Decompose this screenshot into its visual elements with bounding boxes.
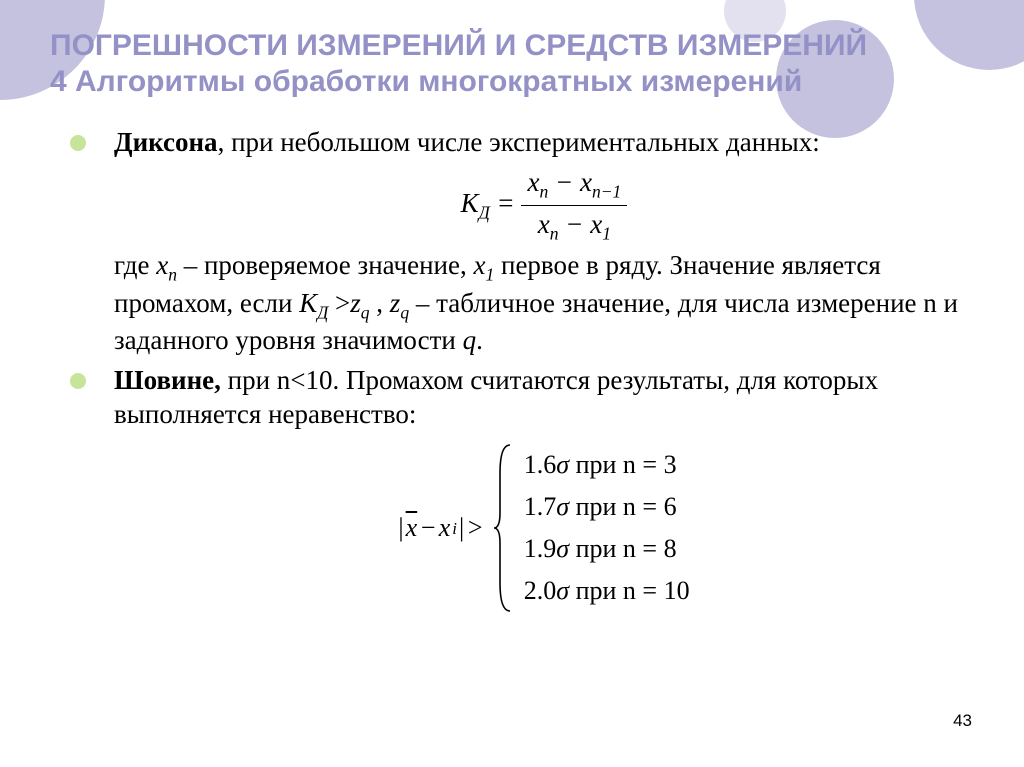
case-line: 1.6σ при n = 3: [524, 444, 690, 486]
dixon-label: Диксона: [114, 127, 218, 157]
slide: ПОГРЕШНОСТИ ИЗМЕРЕНИЙ И СРЕДСТВ ИЗМЕРЕНИ…: [0, 0, 1024, 767]
item-text: Диксона, при небольшом числе эксперимент…: [114, 126, 974, 358]
slide-title: ПОГРЕШНОСТИ ИЗМЕРЕНИЙ И СРЕДСТВ ИЗМЕРЕНИ…: [50, 28, 974, 100]
list-item: Диксона, при небольшом числе эксперимент…: [114, 126, 974, 358]
chauvenet-inequality: |x − xi| > 1.6σ при n = 3 1.7σ при n = 6…: [114, 443, 974, 613]
fraction: xn − xn−1 xn − x1: [521, 166, 627, 246]
chauvenet-label: Шовине,: [114, 365, 221, 395]
dixon-formula: КД = xn − xn−1 xn − x1: [114, 166, 974, 246]
item-text: Шовине, при n<10. Промахом считаются рез…: [114, 364, 974, 614]
brace-icon: [494, 443, 514, 613]
inequality-lhs: |x − xi| >: [398, 512, 483, 545]
denominator: xn − x1: [521, 206, 627, 245]
case-line: 1.7σ при n = 6: [524, 486, 690, 528]
slide-body: Диксона, при небольшом числе эксперимент…: [50, 126, 974, 613]
numerator: xn − xn−1: [521, 166, 627, 206]
case-line: 1.9σ при n = 8: [524, 528, 690, 570]
page-number: 43: [953, 711, 972, 731]
cases-list: 1.6σ при n = 3 1.7σ при n = 6 1.9σ при n…: [524, 444, 690, 612]
case-line: 2.0σ при n = 10: [524, 570, 690, 612]
chauvenet-tail: при n<10. Промахом считаются результаты,…: [114, 365, 878, 429]
title-line-1: ПОГРЕШНОСТИ ИЗМЕРЕНИЙ И СРЕДСТВ ИЗМЕРЕНИ…: [50, 29, 867, 62]
list-item: Шовине, при n<10. Промахом считаются рез…: [114, 364, 974, 614]
title-line-2: 4 Алгоритмы обработки многократных измер…: [50, 65, 802, 98]
dixon-tail: , при небольшом числе экспериментальных …: [218, 127, 820, 157]
kd-symbol: КД: [461, 188, 490, 218]
bullet-icon: [70, 373, 86, 389]
bullet-icon: [70, 135, 86, 151]
